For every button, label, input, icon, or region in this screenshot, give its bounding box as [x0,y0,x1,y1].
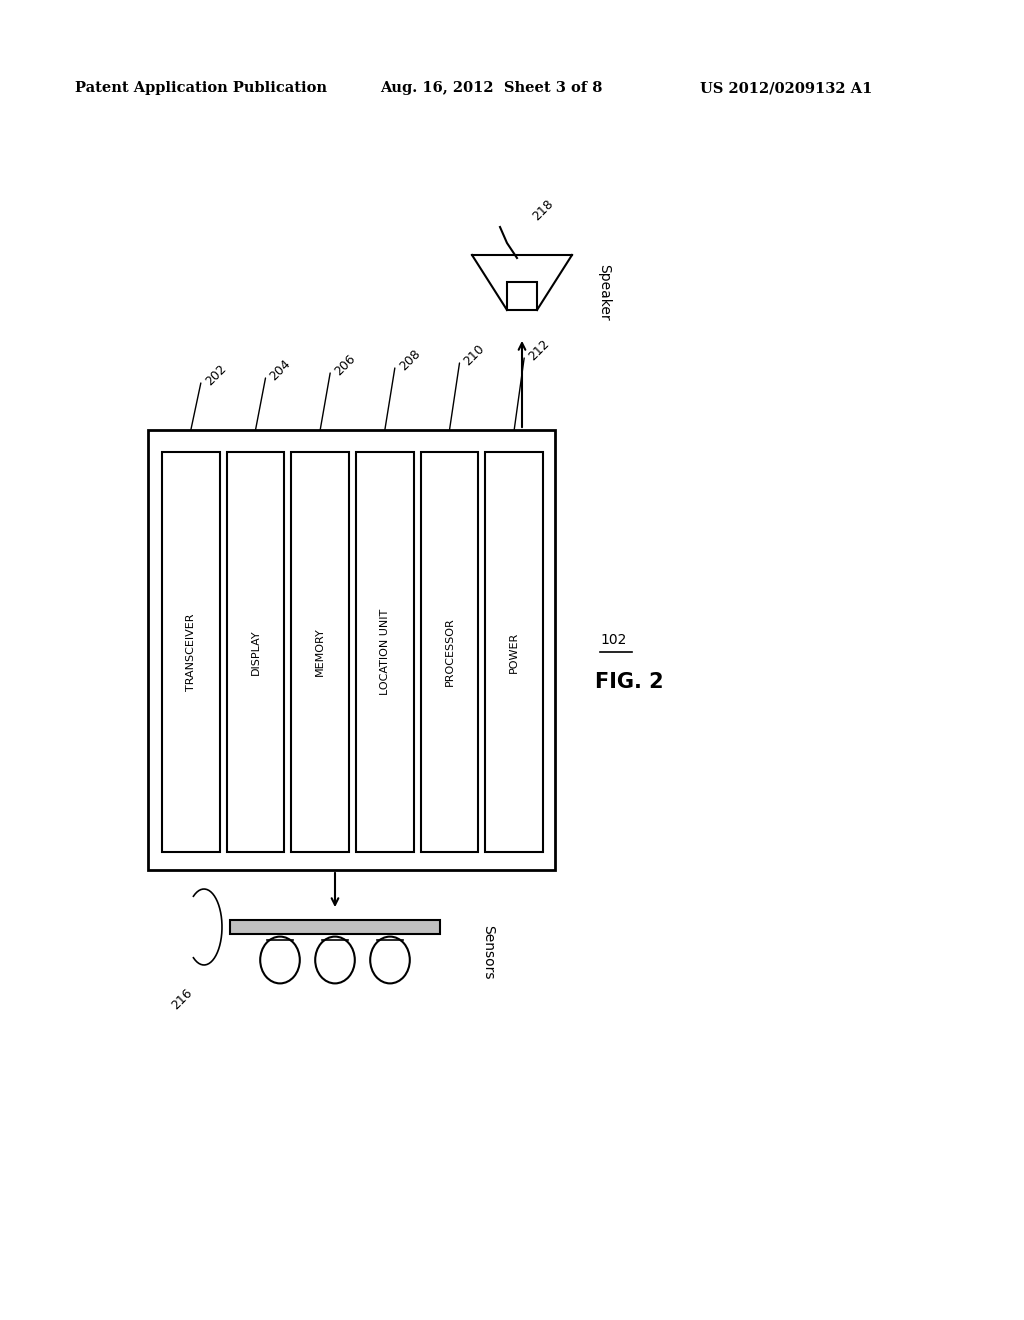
Text: Patent Application Publication: Patent Application Publication [75,81,327,95]
Bar [148,430,555,870]
Text: DISPLAY: DISPLAY [251,630,260,675]
Bar [230,920,440,935]
Bar [226,451,285,851]
Text: US 2012/0209132 A1: US 2012/0209132 A1 [700,81,872,95]
Ellipse shape [260,937,300,983]
Text: Aug. 16, 2012  Sheet 3 of 8: Aug. 16, 2012 Sheet 3 of 8 [380,81,602,95]
Text: MEMORY: MEMORY [315,627,326,676]
Bar [292,451,349,851]
Text: 204: 204 [267,356,294,383]
Text: POWER: POWER [509,631,519,673]
Text: 210: 210 [462,342,487,368]
Text: TRANSCEIVER: TRANSCEIVER [185,614,196,690]
Ellipse shape [371,937,410,983]
Text: 206: 206 [332,352,358,378]
Bar [421,451,478,851]
Ellipse shape [315,937,354,983]
Text: 102: 102 [600,634,627,647]
Text: 202: 202 [203,362,228,388]
Text: PROCESSOR: PROCESSOR [444,618,455,686]
Text: 218: 218 [530,197,556,223]
Bar [356,451,414,851]
Text: FIG. 2: FIG. 2 [595,672,664,692]
Text: 208: 208 [397,347,423,374]
Text: 216: 216 [169,986,195,1012]
Bar [507,282,537,310]
Text: Sensors: Sensors [481,925,495,979]
Text: 212: 212 [526,337,552,363]
Bar [485,451,543,851]
Text: LOCATION UNIT: LOCATION UNIT [380,609,390,696]
Text: Speaker: Speaker [597,264,611,321]
Bar [162,451,220,851]
